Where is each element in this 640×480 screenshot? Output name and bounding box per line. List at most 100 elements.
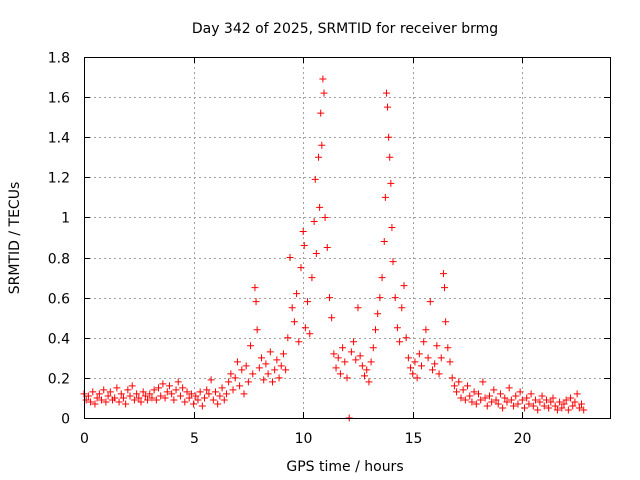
data-point [201,394,209,402]
data-point [542,396,550,404]
data-point [336,370,344,378]
data-point [251,284,259,292]
data-point [534,406,542,414]
data-point [356,352,364,360]
data-point [431,360,439,368]
x-tick-label: 5 [190,431,199,447]
data-point [268,378,276,386]
data-point [371,326,379,334]
data-point [82,396,90,404]
data-point [273,356,281,364]
data-point [505,384,513,392]
data-point [490,386,498,394]
data-point [468,398,476,406]
y-tick-label: 0.2 [48,372,70,388]
data-point [242,362,250,370]
data-point [122,400,130,408]
data-point [163,388,171,396]
data-point [529,402,537,410]
data-point [459,386,467,394]
data-point [124,386,132,394]
data-point [187,390,195,398]
data-point [382,89,390,97]
data-point [277,362,285,370]
data-point [569,402,577,410]
data-point [514,400,522,408]
data-point [113,384,121,392]
data-point [398,304,406,312]
data-point [384,103,392,111]
data-point [220,396,228,404]
data-point [556,398,564,406]
data-point [87,398,95,406]
data-point [315,153,323,161]
data-point [339,344,347,352]
data-point [512,392,520,400]
y-tick-label: 0 [61,412,70,428]
data-point [198,402,206,410]
data-point [388,223,396,231]
data-point [244,378,252,386]
data-point [179,384,187,392]
data-point [288,304,296,312]
data-point [350,338,358,346]
data-point [475,390,482,398]
data-point [299,227,307,235]
data-point [310,217,318,225]
data-point [165,382,173,390]
data-point [137,398,145,406]
data-point [363,366,371,374]
data-point [95,390,103,398]
x-tick-label: 20 [514,431,532,447]
data-point [172,386,180,394]
data-point [567,394,575,402]
data-point [130,396,138,404]
y-tick-label: 1.8 [48,51,70,67]
data-point [343,374,351,382]
data-point [558,404,566,412]
data-point [424,354,432,362]
data-point [321,213,329,221]
data-point [435,370,443,378]
data-point [453,388,461,396]
y-tick-label: 0.6 [48,292,70,308]
data-point [312,250,320,258]
chart-title: Day 342 of 2025, SRMTID for receiver brm… [192,21,498,37]
data-point [564,406,572,414]
data-point [411,358,419,366]
y-tick-label: 1.4 [48,131,70,147]
data-point [380,238,388,246]
y-tick-labels: 0 0.2 0.4 0.6 0.8 1 1.2 1.4 1.6 1.8 [48,51,70,428]
data-point [578,400,586,408]
data-point [102,398,110,406]
data-point [227,370,235,378]
data-point [264,370,272,378]
data-point [407,364,415,372]
y-axis-label: SRMTID / TECUs [7,182,23,295]
data-point [391,294,399,302]
data-point [573,390,581,398]
data-point [300,242,308,250]
data-point [461,396,469,404]
data-point [354,304,362,312]
x-tick-label: 15 [405,431,423,447]
data-point [231,374,239,382]
data-point [297,264,305,272]
data-point [374,310,382,318]
data-point [128,382,136,390]
data-point [571,398,579,406]
data-point [207,376,215,384]
data-point [126,392,134,400]
grid-layer [84,57,610,418]
data-point [523,394,531,402]
data-point [551,402,559,410]
data-point [562,396,570,404]
x-tick-labels: 0 5 10 15 20 [80,431,531,447]
data-point [174,378,182,386]
data-point [266,348,274,356]
data-point [361,372,369,380]
data-point [402,334,410,342]
data-point [387,179,395,187]
data-point [271,366,279,374]
